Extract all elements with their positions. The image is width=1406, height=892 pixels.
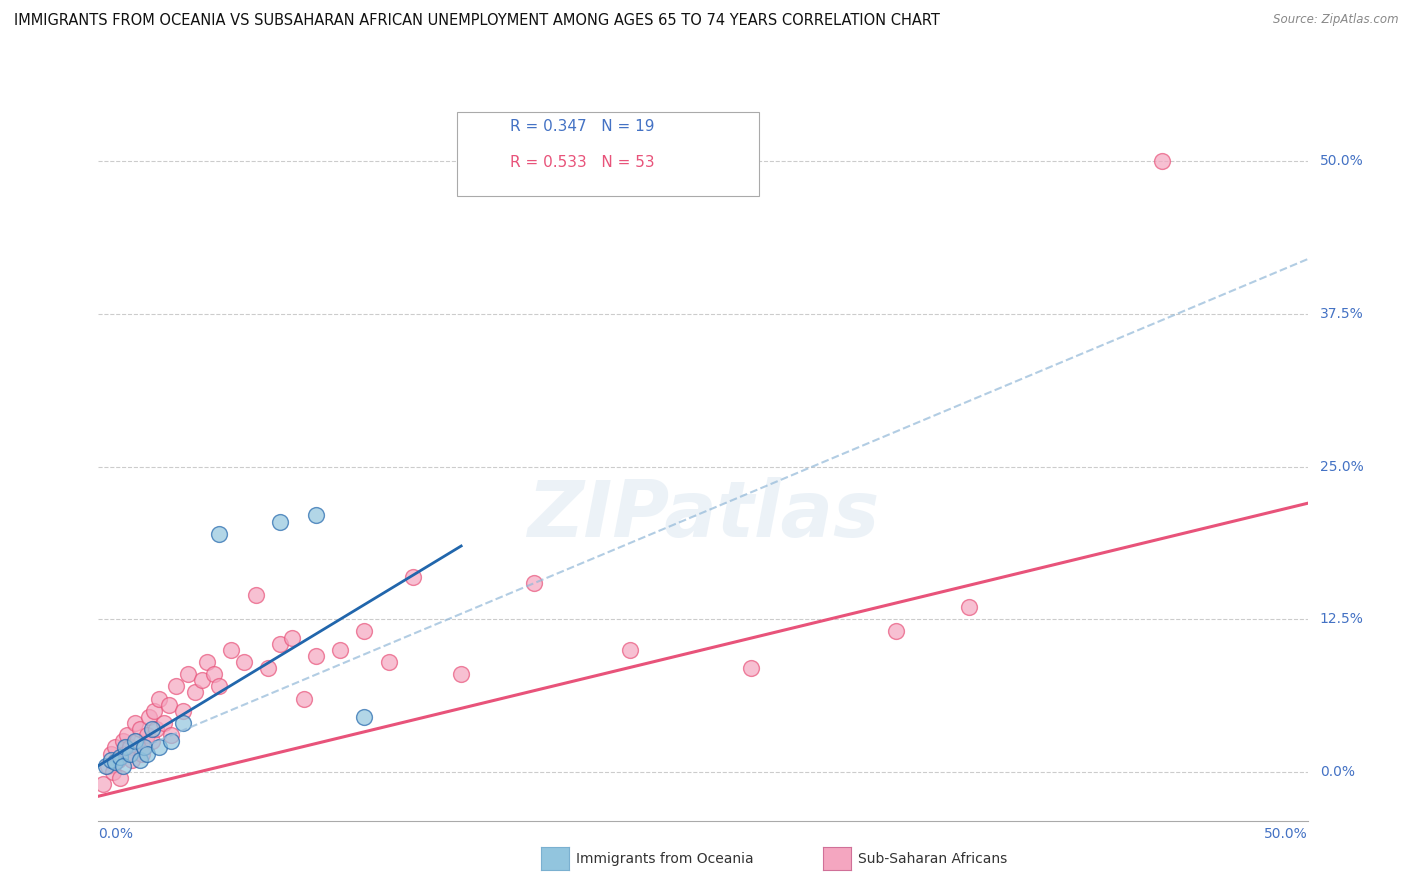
Point [91,777,114,791]
Point [135,747,157,761]
Point [329,642,352,657]
Point [177,667,200,681]
Point [245,588,267,602]
Point [100,747,122,761]
Point [100,753,122,767]
Point [114,740,136,755]
Point [108,750,131,764]
Point [523,575,546,590]
Point [195,655,218,669]
Point [108,771,131,785]
Point [353,624,375,639]
Point [377,655,399,669]
Point [305,648,328,663]
Point [104,755,127,769]
Point [208,679,231,693]
Point [353,710,375,724]
Text: ZIPatlas: ZIPatlas [527,477,879,553]
Point [134,740,156,755]
Point [97,758,120,772]
Point [191,673,214,688]
Point [281,631,304,645]
Point [117,728,139,742]
Point [740,661,762,675]
Point [121,753,143,767]
Text: 12.5%: 12.5% [1320,612,1364,626]
Point [135,728,157,742]
Point [114,747,136,761]
Text: R = 0.533   N = 53: R = 0.533 N = 53 [510,155,655,169]
Point [124,716,146,731]
Point [160,734,183,748]
Point [134,740,156,755]
Text: 50.0%: 50.0% [1264,827,1308,841]
Point [402,569,425,583]
Point [148,691,170,706]
Point [172,716,194,731]
Point [165,679,187,693]
Point [184,685,207,699]
Point [141,722,163,736]
Text: Sub-Saharan Africans: Sub-Saharan Africans [858,852,1007,865]
Point [450,667,472,681]
Point [118,747,141,761]
Text: 37.5%: 37.5% [1320,307,1364,321]
Point [148,740,170,755]
Point [1152,154,1174,169]
Text: 0.0%: 0.0% [98,827,134,841]
Point [111,734,134,748]
Point [292,691,315,706]
Point [107,753,129,767]
Point [141,734,163,748]
Point [619,642,641,657]
Text: Immigrants from Oceania: Immigrants from Oceania [576,852,754,865]
Point [208,526,231,541]
Point [128,722,150,736]
Point [104,740,127,755]
Text: Source: ZipAtlas.com: Source: ZipAtlas.com [1274,13,1399,27]
Point [127,734,149,748]
Point [101,764,124,779]
Point [143,704,166,718]
Point [111,758,134,772]
Point [957,600,980,615]
Point [124,734,146,748]
Point [138,710,160,724]
Point [152,716,174,731]
Text: R = 0.347   N = 19: R = 0.347 N = 19 [510,120,655,134]
Point [118,740,141,755]
Point [269,515,291,529]
Text: IMMIGRANTS FROM OCEANIA VS SUBSAHARAN AFRICAN UNEMPLOYMENT AMONG AGES 65 TO 74 Y: IMMIGRANTS FROM OCEANIA VS SUBSAHARAN AF… [14,13,941,29]
Text: 0.0%: 0.0% [1320,764,1354,779]
Point [131,747,153,761]
Point [232,655,254,669]
Point [269,637,291,651]
Point [160,728,183,742]
Point [221,642,243,657]
Point [128,753,150,767]
Point [94,758,117,772]
Point [256,661,278,675]
Point [204,667,226,681]
Text: 25.0%: 25.0% [1320,459,1364,474]
Point [157,698,180,712]
Text: 50.0%: 50.0% [1320,154,1364,169]
Point [886,624,908,639]
Point [145,722,167,736]
Point [305,508,328,523]
Point [172,704,194,718]
